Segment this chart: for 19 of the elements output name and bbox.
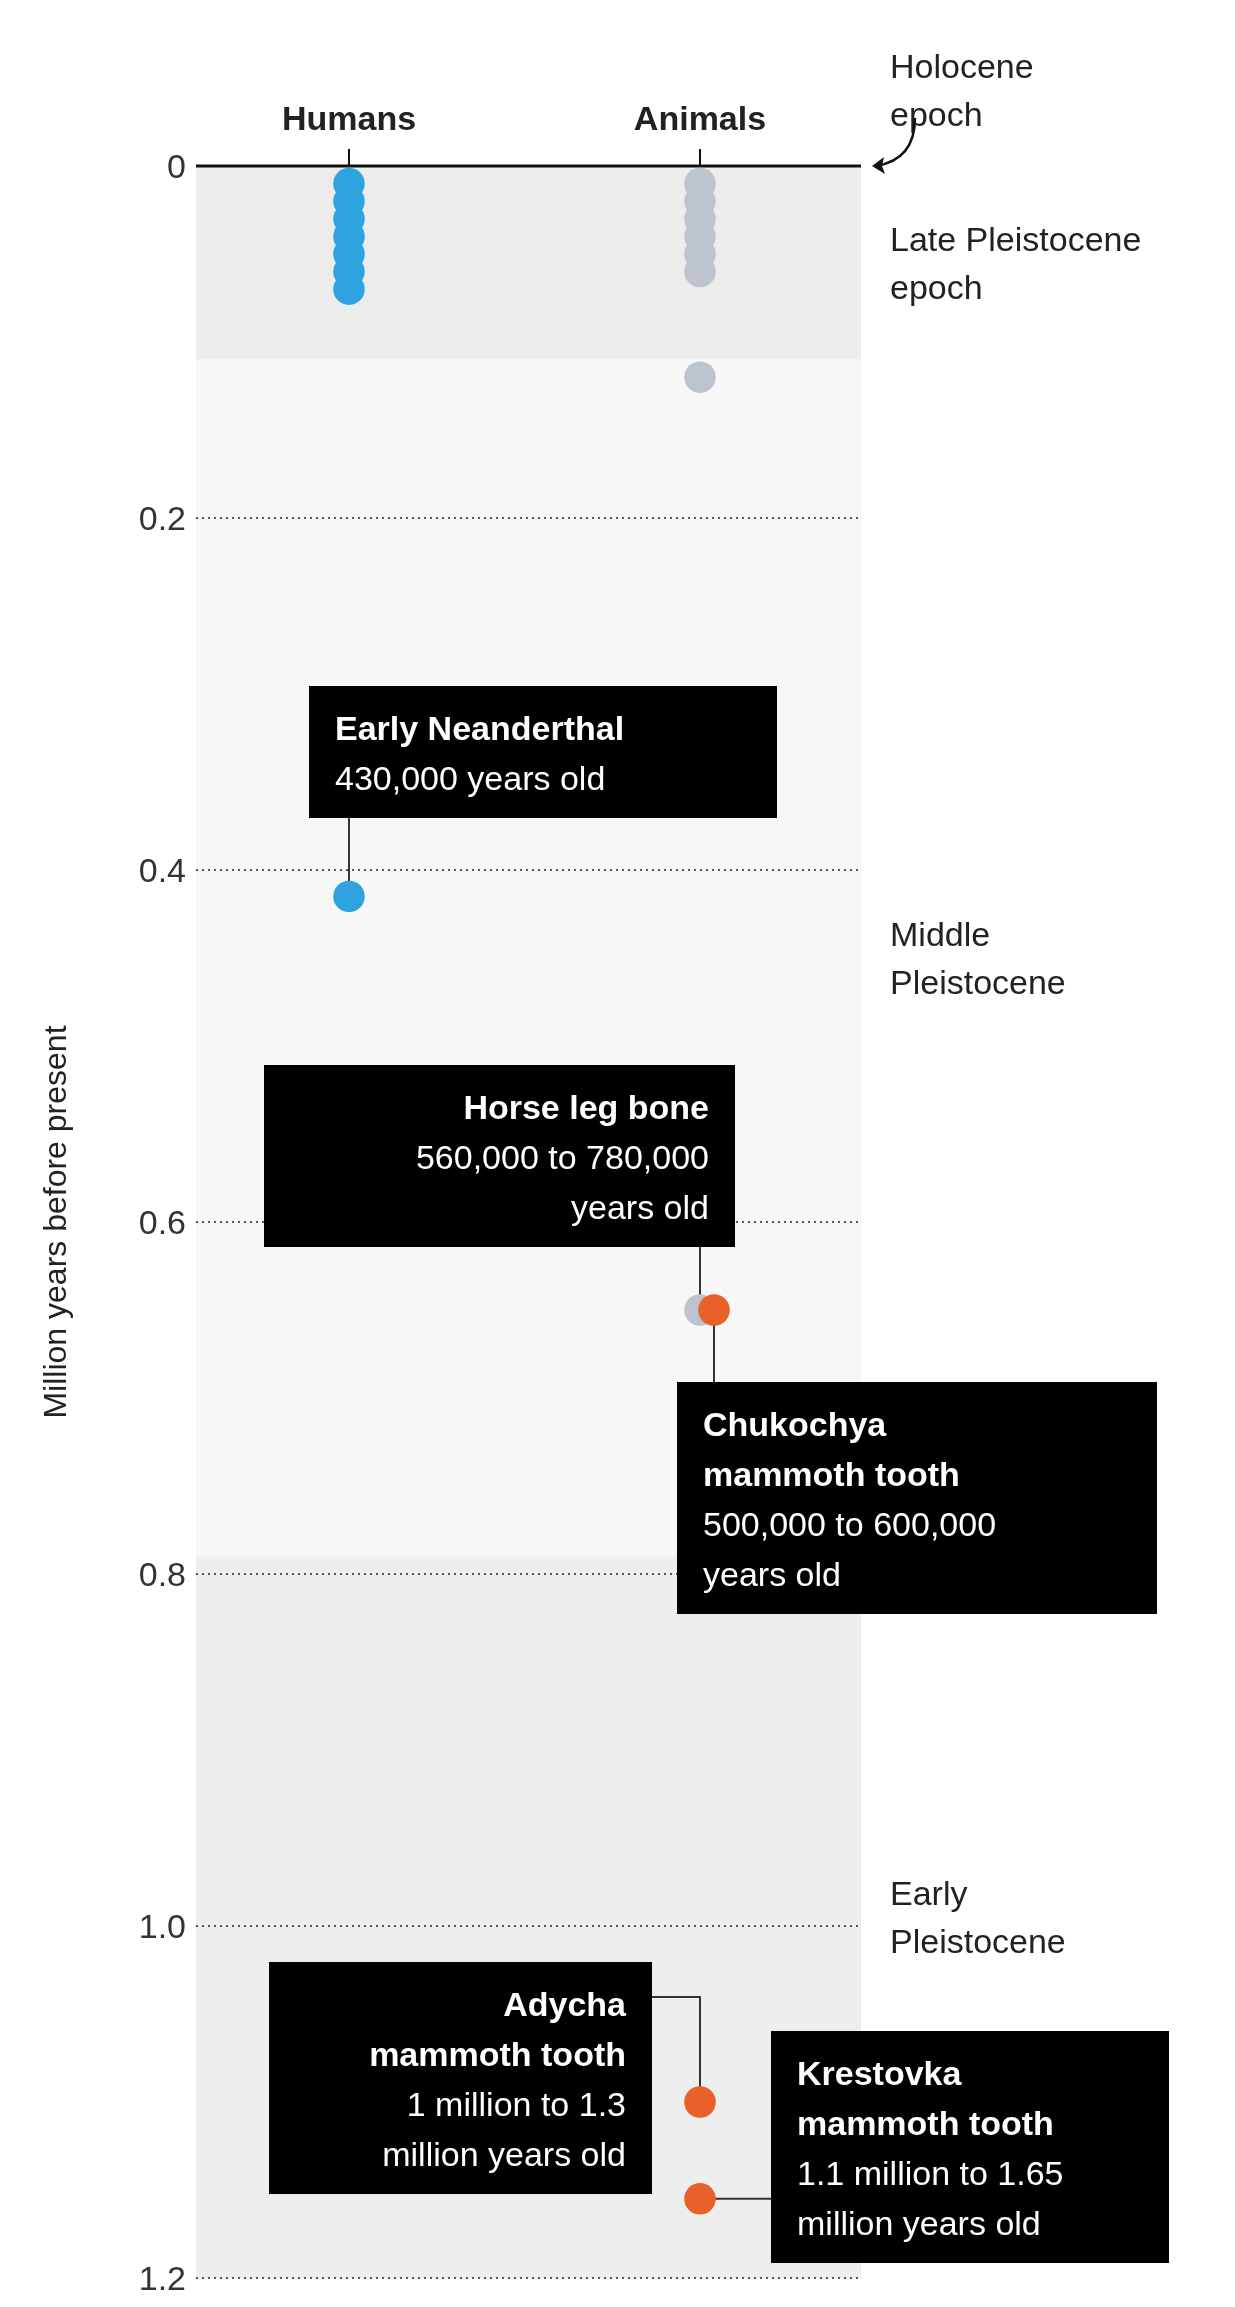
y-tick-label: 0.8 xyxy=(138,1555,186,1593)
y-tick-label: 0.6 xyxy=(138,1203,186,1241)
annotation: Chukochya mammoth tooth 500,000 to 600,000 years old xyxy=(703,1405,997,1593)
band-label: Late Pleistocene epoch xyxy=(890,219,1142,306)
annotation: Adycha mammoth tooth 1 million to 1.3 million years old xyxy=(369,1985,628,2173)
annotation: Early Neanderthal 430,000 years old xyxy=(335,709,625,797)
band-label: Early Pleistocene xyxy=(890,1874,1066,1961)
y-tick-label: 0.2 xyxy=(138,499,186,537)
y-axis-title: Million years before present xyxy=(37,1025,73,1419)
annotation: Horse leg bone 560,000 to 780,000 years old xyxy=(415,1088,709,1226)
band-label: Middle Pleistocene xyxy=(890,915,1066,1001)
x-tick-label: Humans xyxy=(281,99,417,137)
text: Holocene epoch xyxy=(890,47,1034,133)
x-tick-label: Animals xyxy=(633,99,767,137)
annotation: Krestovka mammoth tooth 1.1 million to 1.65 million years old xyxy=(797,2054,1064,2242)
y-tick-label: 0 xyxy=(167,147,186,185)
y-tick-label: 1.2 xyxy=(138,2259,186,2297)
y-tick-label: 1.0 xyxy=(138,1907,186,1945)
y-tick-label: 0.4 xyxy=(138,851,186,889)
